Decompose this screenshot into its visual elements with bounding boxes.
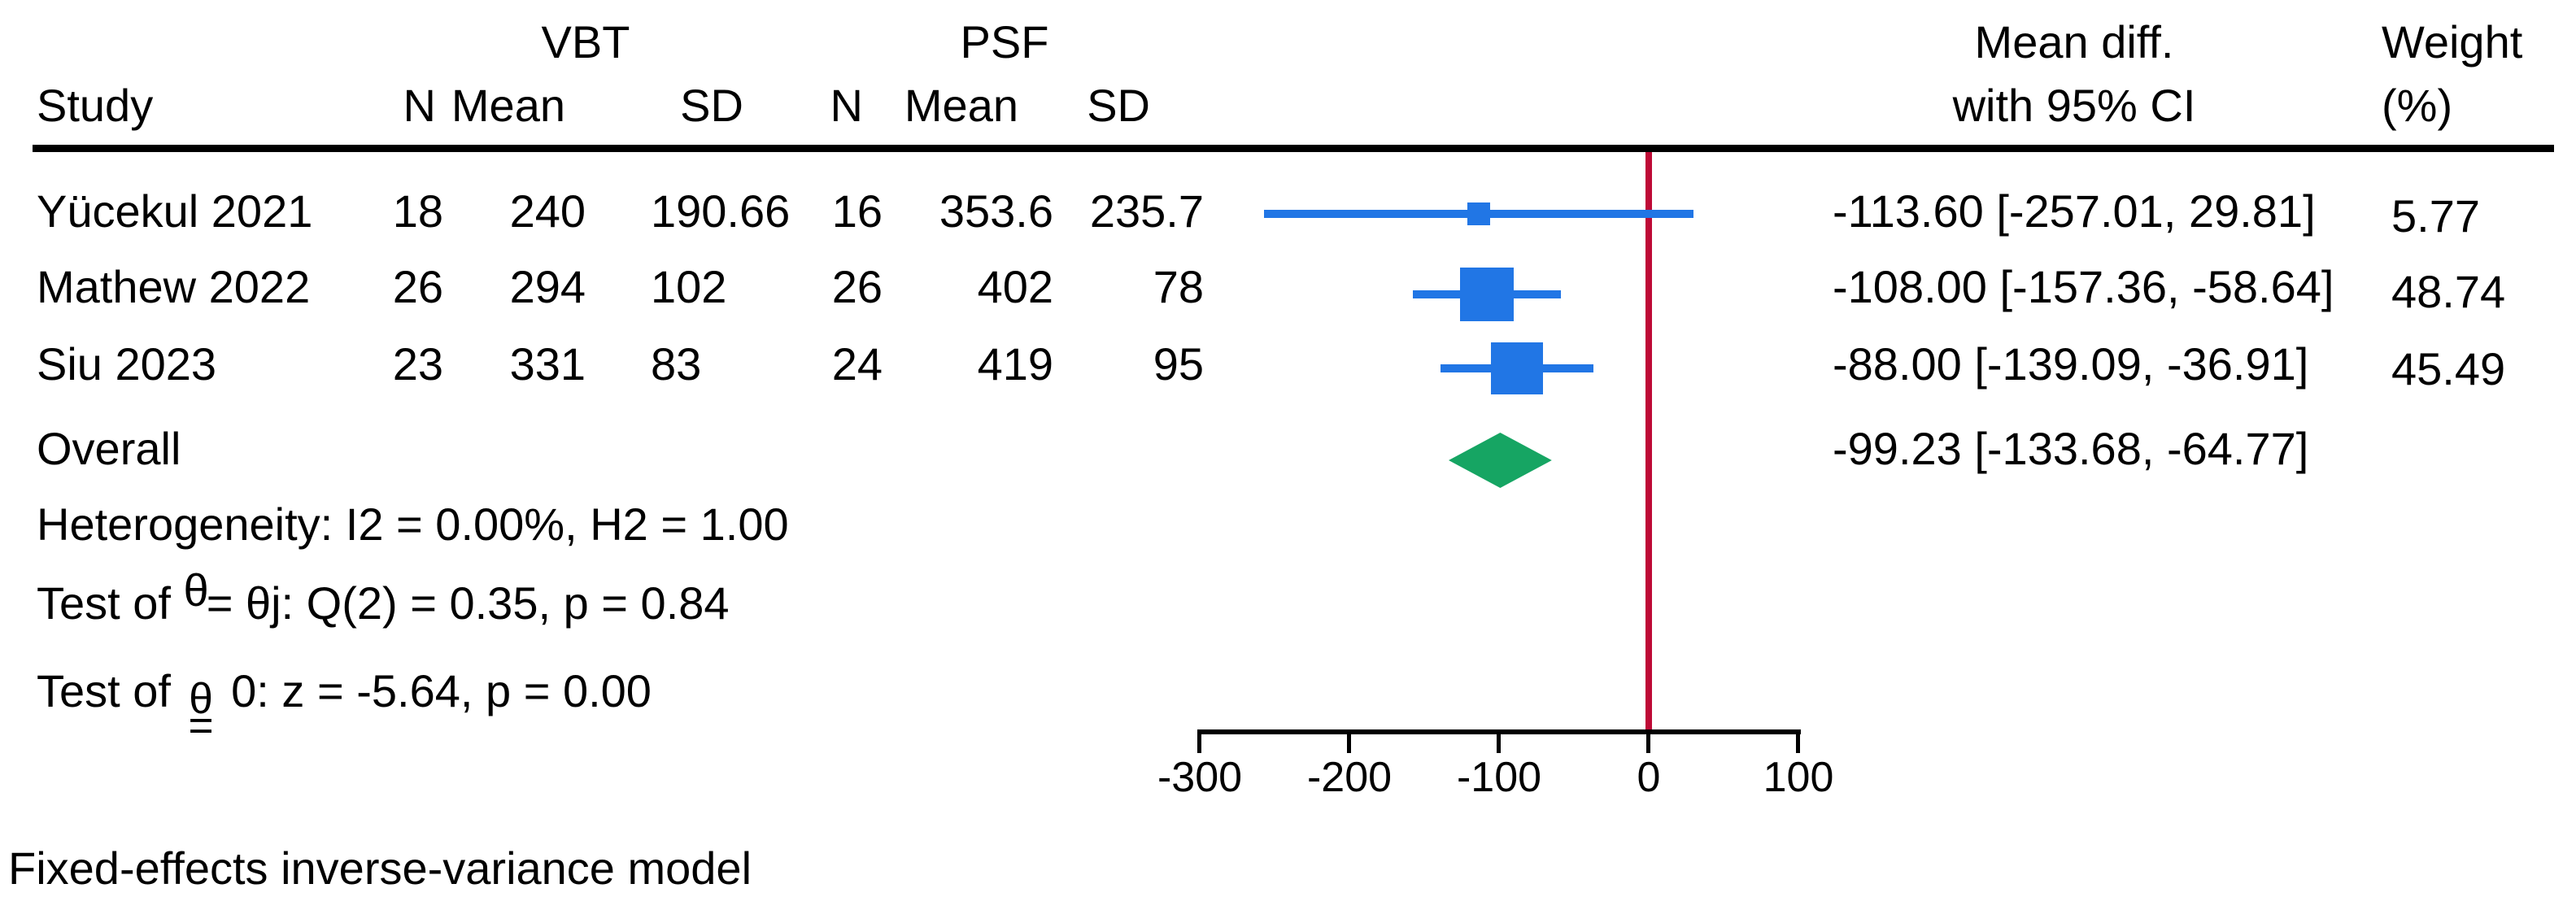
x-axis-tick-label: -100: [1456, 754, 1542, 801]
psf-mean-value: 353.6: [939, 185, 1053, 237]
theta-symbol: θ: [183, 564, 209, 616]
column-header-psf-sd: SD: [1087, 80, 1150, 131]
weight-header-line1: Weight: [2382, 16, 2523, 67]
mean-diff-ci-text: -88.00 [-139.09, -36.91]: [1833, 338, 2309, 390]
mean-diff-ci-text: -113.60 [-257.01, 29.81]: [1833, 185, 2316, 237]
vbt-mean-value: 331: [509, 338, 586, 390]
theta-equals-stack: θ =: [189, 677, 214, 747]
vbt-n-value: 23: [392, 338, 443, 390]
equals-symbol: =: [206, 577, 233, 629]
weight-value: 45.49: [2391, 343, 2506, 394]
model-note: Fixed-effects inverse-variance model: [8, 843, 752, 894]
x-axis-tick: [1347, 734, 1351, 753]
study-name: Siu 2023: [37, 338, 217, 390]
vbt-sd-value: 83: [651, 338, 702, 390]
effect-square: [1491, 342, 1544, 394]
column-header-vbt-sd: SD: [680, 80, 743, 131]
zero-line: [1645, 152, 1652, 733]
effect-header-line1: Mean diff.: [1974, 16, 2174, 67]
test-zero-line: Test of θ = 0: z = -5.64, p = 0.00: [37, 665, 652, 747]
column-header-vbt-n: N: [403, 80, 436, 131]
overall-diamond: [1449, 433, 1552, 488]
psf-mean-value: 402: [977, 261, 1053, 312]
group-header-vbt: VBT: [541, 16, 630, 67]
psf-sd-value: 78: [1153, 261, 1204, 312]
group-header-psf: PSF: [960, 16, 1049, 67]
test-prefix: Test of: [37, 665, 184, 716]
header-rule: [33, 145, 2554, 152]
psf-n-value: 16: [831, 185, 883, 237]
x-axis-tick: [1197, 734, 1201, 753]
study-name: Mathew 2022: [37, 261, 311, 312]
study-name: Yücekul 2021: [37, 185, 313, 237]
column-header-vbt-mean: Mean: [451, 80, 565, 131]
weight-value: 5.77: [2391, 190, 2480, 242]
x-axis-tick: [1646, 734, 1650, 753]
psf-sd-value: 235.7: [1089, 185, 1204, 237]
x-axis-tick-label: -200: [1306, 754, 1393, 801]
column-header-study: Study: [37, 80, 154, 131]
psf-sd-value: 95: [1153, 338, 1204, 390]
vbt-n-value: 26: [392, 261, 443, 312]
overall-label: Overall: [37, 423, 181, 474]
x-axis-tick: [1796, 734, 1800, 753]
x-axis-tick-label: 0: [1637, 754, 1661, 801]
vbt-sd-value: 190.66: [651, 185, 791, 237]
effect-square: [1460, 268, 1515, 321]
test-zero-rest: 0: z = -5.64, p = 0.00: [218, 665, 652, 716]
weight-value: 48.74: [2391, 266, 2506, 317]
column-header-psf-mean: Mean: [904, 80, 1018, 131]
vbt-mean-value: 294: [509, 261, 586, 312]
x-axis-tick-label: -300: [1157, 754, 1243, 801]
column-header-psf-n: N: [830, 80, 863, 131]
psf-n-value: 26: [831, 261, 883, 312]
test-prefix: Test of: [37, 577, 184, 629]
psf-mean-value: 419: [977, 338, 1053, 390]
x-axis-tick-label: 100: [1763, 754, 1834, 801]
weight-header-line2: (%): [2382, 80, 2453, 131]
x-axis-line: [1197, 729, 1801, 734]
vbt-mean-value: 240: [509, 185, 586, 237]
psf-n-value: 24: [831, 338, 883, 390]
vbt-n-value: 18: [392, 185, 443, 237]
mean-diff-ci-text: -108.00 [-157.36, -58.64]: [1833, 261, 2334, 312]
effect-square: [1467, 202, 1490, 225]
overall-ci-text: -99.23 [-133.68, -64.77]: [1833, 423, 2309, 474]
heterogeneity-line: Heterogeneity: I2 = 0.00%, H2 = 1.00: [37, 499, 789, 550]
x-axis-tick: [1497, 734, 1501, 753]
effect-header-line2: with 95% CI: [1952, 80, 2196, 131]
test-group-equality-line: Test of θ= θj: Q(2) = 0.35, p = 0.84: [37, 564, 730, 629]
test-group-rest: θj: Q(2) = 0.35, p = 0.84: [233, 577, 730, 629]
vbt-sd-value: 102: [651, 261, 727, 312]
